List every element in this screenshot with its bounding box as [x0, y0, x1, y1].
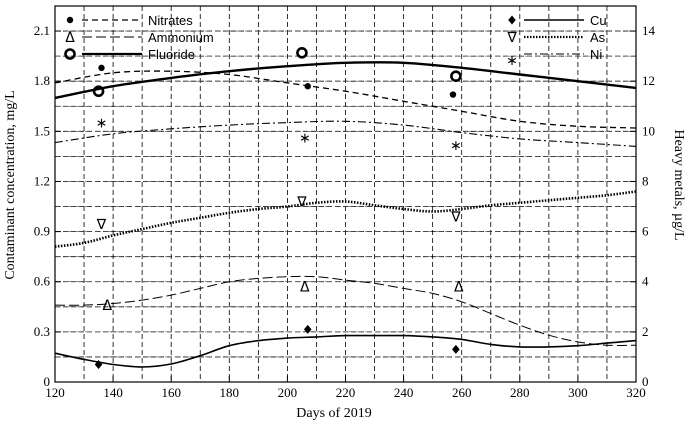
- x-tick-label: 320: [626, 385, 646, 400]
- data-point-fluoride: [92, 85, 105, 98]
- data-point-ammonium: Δ: [454, 280, 464, 296]
- data-point-nitrates: [449, 91, 457, 98]
- y-right-tick-label: 4: [642, 274, 649, 289]
- data-point-cu: [303, 324, 312, 334]
- x-tick-label: 260: [452, 385, 472, 400]
- legend-right-label-cu: Cu: [590, 13, 607, 28]
- data-point-ammonium: Δ: [300, 280, 310, 296]
- y-left-tick-label: 0.6: [34, 274, 51, 289]
- grid: [55, 6, 636, 382]
- y-left-tick-label: 2.1: [34, 23, 50, 38]
- data-point-nitrates: [304, 83, 311, 90]
- x-tick-label: 280: [510, 385, 530, 400]
- legend-right-marker-ni: ∗: [506, 53, 518, 69]
- y-left-tick-label: 0.3: [34, 324, 50, 339]
- legend-right-marker-as: ∇: [506, 30, 517, 46]
- legend-left-marker-ammonium: Δ: [65, 30, 75, 46]
- x-tick-label: 120: [45, 385, 65, 400]
- data-point-ni: ∗: [299, 130, 311, 146]
- y-left-tick-label: 0: [44, 374, 51, 389]
- y-right-tick-label: 10: [642, 123, 655, 138]
- axis-ticks: [54, 30, 637, 383]
- legend-left: Nitrates Δ Ammonium Fluoride: [64, 13, 214, 62]
- data-points: Δ Δ Δ ∇ ∇ ∇ ∗ ∗ ∗: [92, 46, 464, 369]
- y-right-tick-label: 6: [642, 224, 649, 239]
- data-point-cu: [452, 344, 460, 354]
- y-right-tick-label: 12: [642, 73, 655, 88]
- data-point-ni: ∗: [450, 138, 462, 154]
- x-tick-label: 200: [278, 385, 298, 400]
- series-line-nitrates: [54, 70, 637, 129]
- legend-right-label-as: As: [590, 30, 606, 45]
- data-point-ammonium: Δ: [103, 298, 113, 314]
- y-left-tick-label: 1.2: [34, 173, 50, 188]
- data-point-nitrates: [98, 64, 105, 72]
- left-axis-title: Contaminant concentration, mg/L: [3, 90, 18, 279]
- legend-right-label-ni: Ni: [590, 47, 602, 62]
- y-right-tick-label: 0: [642, 374, 649, 389]
- legend-right: Cu ∇ As ∗ Ni: [506, 13, 606, 69]
- legend-left-label-nitrates: Nitrates: [148, 13, 193, 28]
- data-point-as: ∇: [450, 210, 461, 226]
- y-left-tick-label: 1.5: [34, 123, 50, 138]
- series-line-cu: [54, 334, 637, 368]
- y-left-tick-label: 1.8: [34, 73, 50, 88]
- tick-labels: 120 140 160 180 200 220 240 260 280 300 32000.30.6…: [34, 23, 656, 400]
- x-tick-label: 220: [336, 385, 356, 400]
- data-point-cu: [94, 359, 103, 369]
- data-point-as: ∇: [296, 195, 307, 211]
- x-tick-label: 160: [161, 385, 181, 400]
- legend-left-marker-fluoride: [64, 48, 76, 60]
- legend-right-marker-cu: [508, 15, 516, 25]
- legend-left-marker-nitrates: [66, 16, 74, 24]
- x-tick-label: 140: [103, 385, 123, 400]
- x-tick-label: 180: [220, 385, 240, 400]
- x-tick-label: 300: [568, 385, 588, 400]
- data-point-fluoride: [296, 46, 308, 59]
- legend-left-label-ammonium: Ammonium: [148, 30, 214, 45]
- series-line-as: [54, 190, 637, 248]
- y-right-tick-label: 14: [642, 23, 656, 38]
- series-line-ni: [54, 120, 637, 147]
- y-left-tick-label: 0.9: [34, 224, 50, 239]
- series-line-ammonium: [54, 275, 637, 346]
- legend-left-label-fluoride: Fluoride: [148, 47, 195, 62]
- data-point-ni: ∗: [96, 115, 108, 131]
- series-line-fluoride: [54, 61, 637, 100]
- y-right-tick-label: 2: [642, 324, 649, 339]
- series-lines: [54, 61, 637, 368]
- right-axis-title: Heavy metals, µg/L: [671, 129, 685, 240]
- x-tick-label: 240: [394, 385, 414, 400]
- y-right-tick-label: 8: [642, 173, 649, 188]
- data-point-fluoride: [450, 70, 462, 82]
- data-point-as: ∇: [96, 217, 107, 233]
- x-axis-title: Days of 2019: [296, 406, 371, 421]
